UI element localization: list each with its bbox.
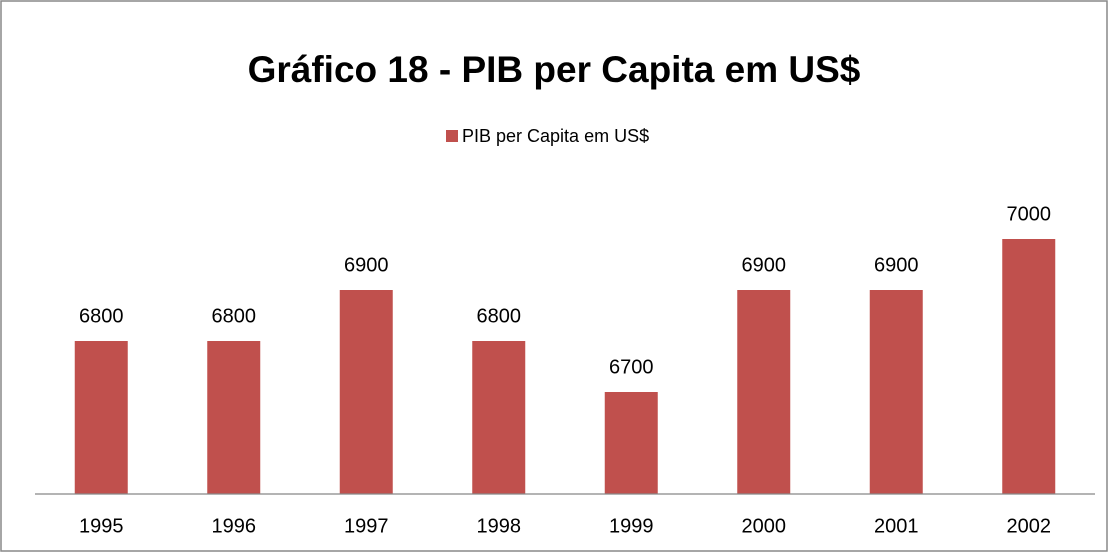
bar [1002,239,1056,494]
data-label: 6900 [742,254,787,276]
data-label: 7000 [1007,203,1052,225]
x-tick-label: 1998 [477,515,522,537]
bar [604,392,658,494]
bar [737,290,791,494]
bar [869,290,923,494]
x-tick-label: 2001 [874,515,919,537]
x-tick-label: 1999 [609,515,654,537]
x-tick-label: 1997 [344,515,389,537]
x-tick-label: 1995 [79,515,124,537]
bar [339,290,393,494]
chart-title: Gráfico 18 - PIB per Capita em US$ [248,49,861,90]
x-tick-label: 2002 [1007,515,1052,537]
data-label: 6700 [609,356,654,378]
data-label: 6800 [79,305,124,327]
legend-label: PIB per Capita em US$ [462,126,649,146]
bar [74,341,128,494]
x-tick-label: 2000 [742,515,787,537]
bar [472,341,526,494]
data-label: 6800 [477,305,522,327]
data-label: 6900 [874,254,919,276]
data-label: 6800 [212,305,257,327]
data-label: 6900 [344,254,389,276]
legend-swatch [446,130,458,142]
x-tick-label: 1996 [212,515,257,537]
bar [207,341,261,494]
